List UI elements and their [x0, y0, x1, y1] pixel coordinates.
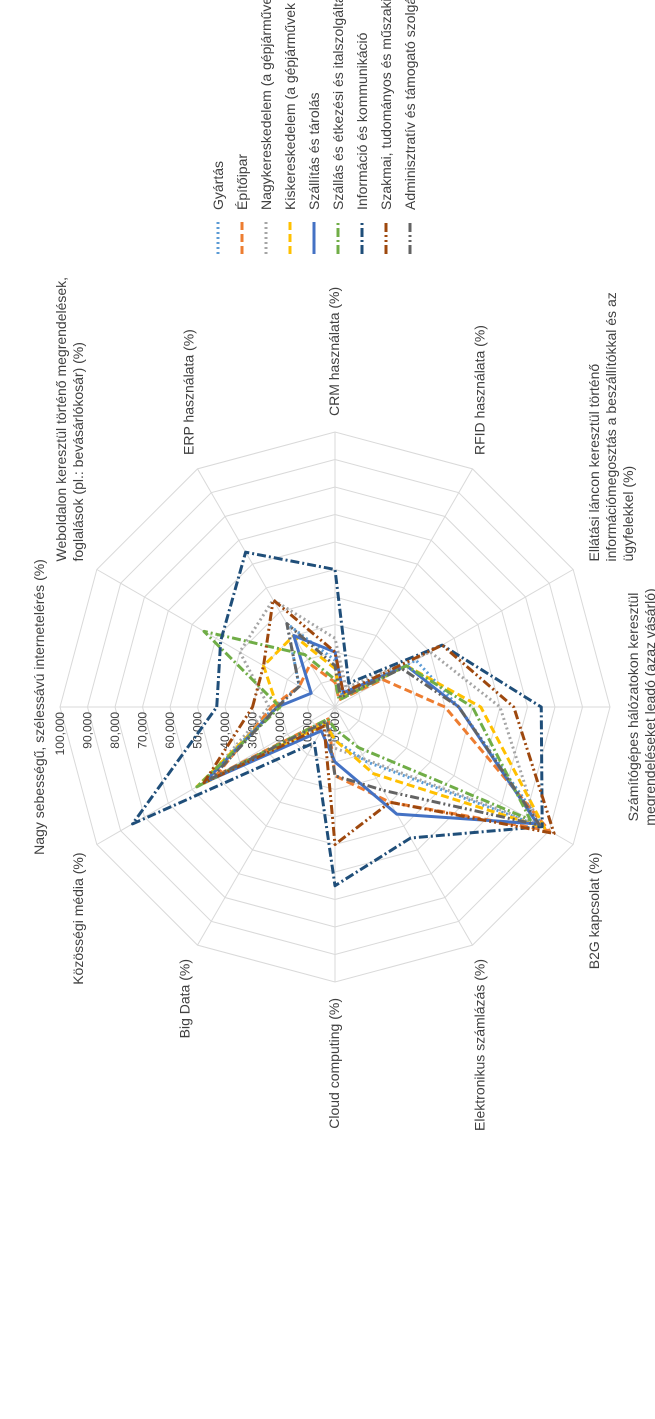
series-line-9 [209, 622, 542, 827]
grid-spoke [96, 569, 336, 708]
axis-label-4: CRM használata (%) [326, 287, 342, 416]
legend-label-4: Kiskereskedelem (a gépjárművek és motork… [282, 0, 298, 210]
grid-spoke [334, 706, 473, 946]
tick-label: 20,000 [273, 712, 287, 749]
legend-label-8: Szakmai, tudományos és műszaki tevékenys… [378, 0, 394, 210]
tick-label: 70,000 [136, 712, 150, 749]
grid-spoke [334, 468, 473, 708]
legend-label-3: Nagykereskedelem (a gépjárművek és motor… [258, 0, 274, 210]
tick-label: 60,000 [163, 712, 177, 749]
legend-label-7: Információ és kommunikáció [354, 32, 370, 210]
axis-label-5: RFID használata (%) [472, 325, 488, 455]
grid-spoke [197, 706, 336, 946]
legend-label-1: Gyártás [210, 161, 226, 210]
series-line-5 [202, 634, 539, 826]
legend-label-9: Adminisztratív és támogató szolgáltatás [402, 0, 418, 210]
series-line-7 [131, 550, 544, 888]
series-line-2 [214, 662, 551, 833]
tick-label: 100,000 [53, 712, 67, 756]
series-line-6 [195, 629, 532, 822]
axis-labels: Nagy sebességű, szélessávú interneteléré… [31, 277, 655, 1131]
legend: Gyártás Építőipar Nagykereskedelem (a gépj… [210, 0, 418, 254]
axis-label-6: Ellátási láncon keresztül történőinformá… [586, 292, 636, 561]
grid-spoke [334, 569, 574, 708]
legend-label-6: Szállás és étkezési és italszolgáltatási… [330, 0, 346, 210]
series-lines [131, 550, 556, 888]
legend-label-2: Építőipar [234, 154, 250, 210]
legend-label-5: Szállítás és tárolás [306, 93, 322, 211]
tick-label: 50,000 [191, 712, 205, 749]
axis-label-2: Weboldalon keresztül történő megrendelés… [53, 277, 86, 562]
tick-label: 40,000 [218, 712, 232, 749]
axis-label-11: Big Data (%) [177, 959, 193, 1038]
axis-label-9: Elektronikus számlázás (%) [472, 959, 488, 1131]
axis-label-8: B2G kapcsolat (%) [586, 853, 602, 970]
axis-label-12: Közösségi média (%) [70, 853, 86, 985]
axis-label-3: ERP használata (%) [181, 329, 197, 455]
tick-label: 80,000 [108, 712, 122, 749]
radar-grid [59, 431, 611, 983]
axis-label-1: Nagy sebességű, szélessávú interneteléré… [31, 559, 47, 855]
series-line-8 [202, 598, 556, 846]
axis-label-10: Cloud computing (%) [326, 998, 342, 1129]
axis-label-7: Számítógépes hálózatokon keresztülmegren… [625, 588, 655, 825]
tick-label: 90,000 [81, 712, 95, 749]
